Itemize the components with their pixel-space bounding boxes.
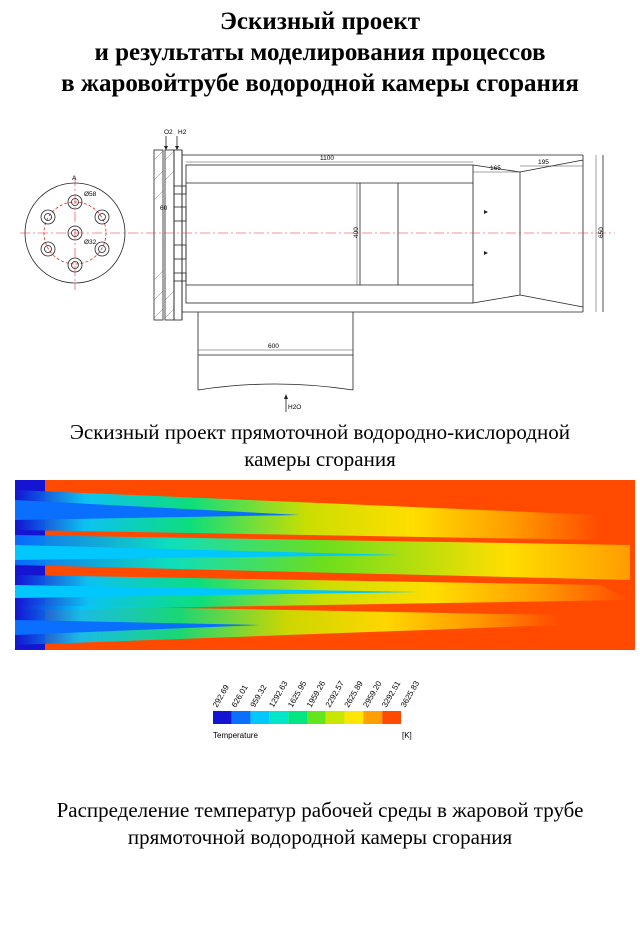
flame-tube <box>185 164 474 304</box>
dim-165: 165 <box>490 165 501 172</box>
flange-o2 <box>153 149 164 321</box>
legend-swatch <box>269 711 289 724</box>
section-mark: А <box>72 175 77 182</box>
legend-tick-label: 959.32 <box>249 683 269 709</box>
legend-swatch <box>363 711 383 724</box>
engineering-drawing: O2 H2 H2O 1100 165 195 60 400 650 600 Ø5… <box>20 129 615 412</box>
caption-design-line-2: камеры сгорания <box>244 447 396 471</box>
dim-1100: 1100 <box>320 155 334 162</box>
title-line-1: Эскизный проект <box>219 8 421 35</box>
legend-tick-label: 292.69 <box>211 683 231 709</box>
label-h2o: H2O <box>288 404 301 411</box>
caption-temperature-line-2: прямоточной водородной камеры сгорания <box>127 825 513 849</box>
legend-swatch <box>288 711 307 724</box>
legend-swatch <box>344 711 364 724</box>
dim-60: 60 <box>160 205 168 212</box>
legend-swatch <box>250 711 270 724</box>
injector-hole <box>94 209 110 225</box>
legend-tick-label: 626.01 <box>230 683 250 709</box>
legend-swatch <box>213 711 232 724</box>
label-h2: H2 <box>178 129 187 136</box>
dim-600: 600 <box>268 343 279 350</box>
legend-swatch <box>307 711 326 724</box>
page-title: Эскизный проект и результаты моделирован… <box>0 6 640 99</box>
title-line-2: и результаты моделирования процессов <box>94 39 546 66</box>
temperature-legend: 292.69626.01959.321292.631625.951959.262… <box>211 679 422 740</box>
title-line-3: в жаровойтрубе водородной камеры сгорани… <box>61 70 579 97</box>
dim-650: 650 <box>598 227 605 238</box>
legend-unit: [K] <box>402 731 412 740</box>
legend-tick-label: 3625.83 <box>399 679 422 709</box>
dim-195: 195 <box>538 159 549 166</box>
legend-label: Temperature <box>213 731 258 740</box>
legend-swatch <box>231 711 251 724</box>
injector-hole <box>40 209 56 225</box>
injector-hole <box>94 241 110 257</box>
legend-swatch <box>382 711 401 724</box>
caption-design-line-1: Эскизный проект прямоточной водородно-ки… <box>70 420 570 444</box>
dim-d32: Ø32 <box>84 239 97 246</box>
caption-design: Эскизный проект прямоточной водородно-ки… <box>0 419 640 473</box>
injector-hole <box>40 241 56 257</box>
temperature-field <box>0 480 635 650</box>
label-o2: O2 <box>164 129 173 136</box>
caption-temperature: Распределение температур рабочей среды в… <box>0 797 640 851</box>
dim-400: 400 <box>353 227 360 238</box>
legend-swatch <box>325 711 345 724</box>
caption-temperature-line-1: Распределение температур рабочей среды в… <box>56 798 584 822</box>
dim-d58: Ø58 <box>84 191 97 198</box>
